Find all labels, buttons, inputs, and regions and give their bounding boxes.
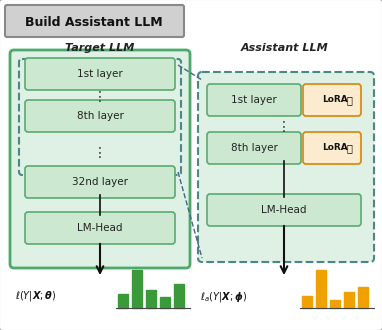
Bar [118,294,128,308]
Bar [358,287,368,308]
Text: Assistant LLM: Assistant LLM [241,43,329,53]
FancyBboxPatch shape [303,132,361,164]
Text: LM-Head: LM-Head [77,223,123,233]
FancyBboxPatch shape [10,50,190,268]
Text: ⋮: ⋮ [93,146,107,160]
Bar [174,284,184,308]
Bar [316,270,326,308]
FancyBboxPatch shape [303,84,361,116]
Text: $\ell(Y|\boldsymbol{X};\boldsymbol{\theta})$: $\ell(Y|\boldsymbol{X};\boldsymbol{\thet… [15,289,57,303]
Bar [132,270,142,308]
Text: ⋮: ⋮ [93,90,107,104]
Text: 8th layer: 8th layer [76,111,123,121]
Text: 🔥: 🔥 [346,143,352,153]
Text: Build Assistant LLM: Build Assistant LLM [25,16,163,29]
Text: LoRA: LoRA [322,144,348,152]
Text: 32nd layer: 32nd layer [72,177,128,187]
Bar [160,297,170,308]
Text: ⋮: ⋮ [277,120,291,134]
Text: 8th layer: 8th layer [231,143,277,153]
FancyBboxPatch shape [207,84,301,116]
Bar [330,300,340,308]
FancyBboxPatch shape [5,5,184,37]
Text: LoRA: LoRA [322,95,348,105]
Text: 🔥: 🔥 [346,95,352,105]
FancyBboxPatch shape [207,194,361,226]
Text: $\ell_a(Y|\boldsymbol{X};\boldsymbol{\phi})$: $\ell_a(Y|\boldsymbol{X};\boldsymbol{\ph… [200,288,247,304]
Bar [302,296,312,308]
Text: 1st layer: 1st layer [231,95,277,105]
Text: 1st layer: 1st layer [77,69,123,79]
FancyBboxPatch shape [25,166,175,198]
Text: Target LLM: Target LLM [65,43,135,53]
FancyBboxPatch shape [207,132,301,164]
FancyBboxPatch shape [198,72,374,262]
Bar [146,290,156,308]
FancyBboxPatch shape [25,212,175,244]
FancyBboxPatch shape [25,100,175,132]
Bar [344,292,354,308]
FancyBboxPatch shape [25,58,175,90]
Text: LM-Head: LM-Head [261,205,307,215]
